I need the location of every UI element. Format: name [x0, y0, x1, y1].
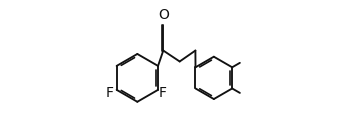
Text: F: F — [159, 86, 167, 99]
Text: O: O — [158, 8, 169, 22]
Text: F: F — [105, 86, 113, 99]
